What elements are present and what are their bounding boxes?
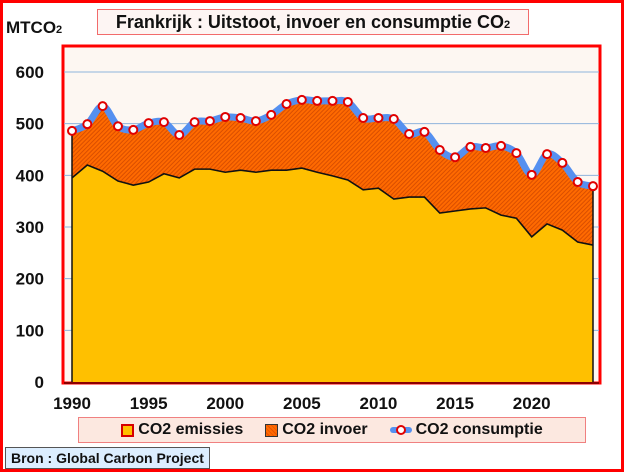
source-note: Bron : Global Carbon Project <box>5 447 210 469</box>
consumptie-point <box>82 119 93 130</box>
consumptie-point <box>342 96 353 107</box>
legend-item-consumptie: CO2 consumptie <box>389 421 543 439</box>
consumptie-point <box>67 125 77 136</box>
consumptie-point <box>312 95 323 106</box>
invoer-swatch-icon <box>265 423 279 437</box>
title-text: Frankrijk : Uitstoot, invoer en consumpt… <box>115 12 504 32</box>
x-axis: 1990 1995 2000 2005 2010 2015 2020 <box>53 382 599 413</box>
y-tick-label: 100 <box>16 321 44 340</box>
x-tick-label: 2020 <box>513 394 551 413</box>
consumptie-point <box>128 124 139 135</box>
y-tick-label: 300 <box>16 218 44 237</box>
consumptie-point <box>143 118 154 129</box>
consumptie-point <box>465 141 476 152</box>
legend-label: CO2 emissies <box>138 421 244 438</box>
consumptie-point <box>434 145 445 156</box>
consumptie-point <box>373 112 384 123</box>
consumptie-point <box>220 111 231 122</box>
unit-label: MTCO <box>6 18 57 37</box>
consumptie-point <box>557 157 568 168</box>
legend-label: CO2 invoer <box>282 421 368 438</box>
consumptie-point <box>281 99 292 110</box>
emissies-line <box>71 164 594 246</box>
consumptie-point <box>235 112 246 123</box>
y-tick-label: 200 <box>16 270 44 289</box>
legend-item-emissies: CO2 emissies <box>121 421 243 439</box>
consumptie-point <box>588 181 598 192</box>
y-tick-label: 0 <box>35 373 44 392</box>
consumptie-point <box>327 95 338 106</box>
consumptie-point <box>358 112 369 123</box>
x-tick-label: 2010 <box>360 394 398 413</box>
y-tick-label: 600 <box>16 63 44 82</box>
consumptie-point <box>266 109 277 120</box>
consumptie-point <box>204 116 215 127</box>
consumptie-point <box>388 114 399 125</box>
consumptie-point <box>542 149 553 160</box>
consumptie-point <box>158 117 169 128</box>
x-tick-label: 1995 <box>130 394 168 413</box>
y-axis: 0 100 200 300 400 500 600 <box>16 63 44 392</box>
consumptie-point <box>250 116 261 127</box>
x-tick-label: 2005 <box>283 394 321 413</box>
consumptie-line-marker-icon <box>389 425 412 435</box>
emissies-swatch-icon <box>121 423 135 437</box>
chart-title: Frankrijk : Uitstoot, invoer en consumpt… <box>97 9 529 35</box>
consumptie-point <box>450 152 461 163</box>
legend: CO2 emissies CO2 invoer CO2 consumptie <box>78 417 586 443</box>
x-tick-label: 2015 <box>436 394 474 413</box>
consumptie-point <box>572 177 583 188</box>
consumptie-point <box>296 94 307 105</box>
y-axis-unit: MTCO2 <box>6 18 62 38</box>
consumptie-point <box>511 148 522 159</box>
legend-item-invoer: CO2 invoer <box>265 421 368 439</box>
y-tick-label: 500 <box>16 115 44 134</box>
consumptie-point <box>419 126 430 137</box>
consumptie-point <box>526 169 537 180</box>
consumptie-point <box>496 140 507 151</box>
consumptie-point <box>189 117 200 128</box>
y-tick-label: 400 <box>16 166 44 185</box>
invoer-area <box>72 99 593 246</box>
emissies-area <box>72 165 593 382</box>
x-tick-label: 2000 <box>206 394 244 413</box>
consumptie-point <box>112 121 123 132</box>
title-subscript: 2 <box>503 19 511 31</box>
consumption-markers <box>67 94 598 192</box>
legend-label: CO2 consumptie <box>415 421 543 438</box>
consumptie-point <box>480 142 491 153</box>
consumptie-point <box>174 130 185 141</box>
x-tick-label: 1990 <box>53 394 91 413</box>
consumptie-point <box>404 129 415 139</box>
consumptie-point <box>97 101 108 112</box>
unit-subscript: 2 <box>56 24 63 36</box>
